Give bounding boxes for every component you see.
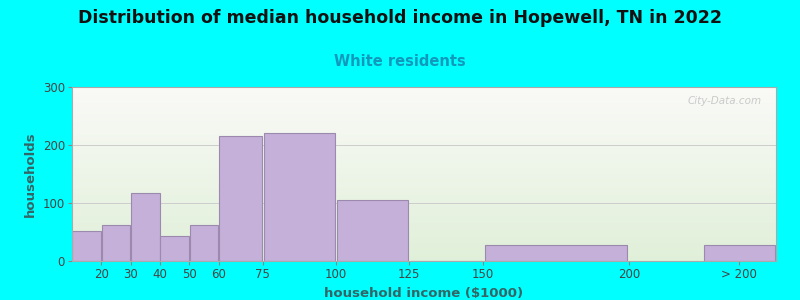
Bar (190, 225, 218, 261)
Bar (485, 245, 627, 261)
Bar (73, 231, 101, 261)
Y-axis label: households: households (24, 131, 38, 217)
Bar (264, 134, 335, 261)
Bar (161, 236, 189, 261)
Bar (102, 225, 130, 261)
Bar (704, 245, 775, 261)
X-axis label: household income ($1000): household income ($1000) (325, 286, 523, 299)
Bar (131, 193, 159, 261)
Text: Distribution of median household income in Hopewell, TN in 2022: Distribution of median household income … (78, 9, 722, 27)
Text: City-Data.com: City-Data.com (688, 96, 762, 106)
Bar (219, 136, 262, 261)
Text: White residents: White residents (334, 54, 466, 69)
Bar (337, 200, 408, 261)
